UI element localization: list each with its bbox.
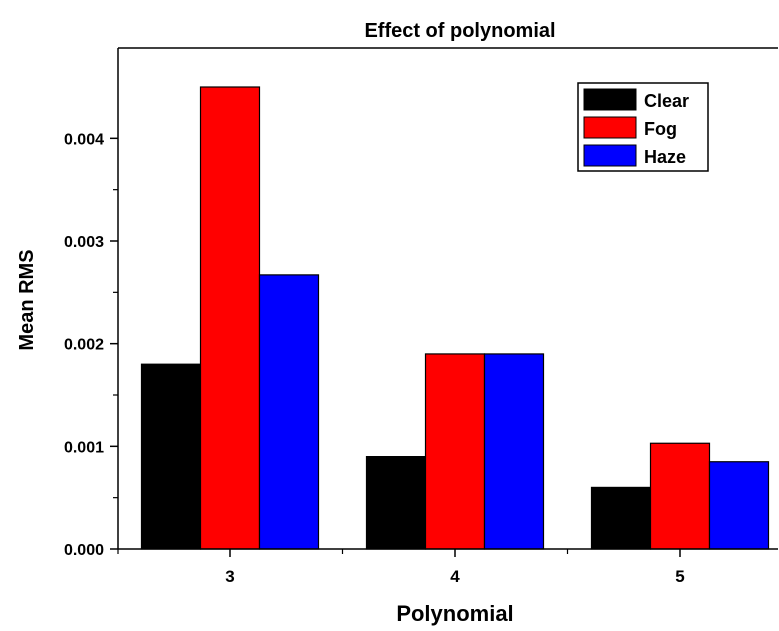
- y-tick-label: 0.003: [64, 234, 104, 251]
- bar-clear-4: [365, 456, 427, 550]
- legend-swatch-clear: [583, 88, 637, 111]
- y-tick-label: 0.002: [64, 337, 104, 354]
- legend-swatch-fog: [583, 116, 637, 139]
- x-axis-label: Polynomial: [396, 601, 513, 626]
- chart-title: Effect of polynomial: [364, 20, 555, 42]
- bar-haze-4: [483, 353, 545, 550]
- plot-area: 0.000 0.001 0.002 0.003 0.004 3 4 5 Clear Fog Haze: [64, 47, 778, 586]
- legend-label-clear: Clear: [644, 91, 689, 111]
- bar-fog-5: [649, 442, 711, 550]
- bar-haze-5: [708, 461, 770, 550]
- x-tick-label: 3: [225, 567, 234, 586]
- y-axis-label: Mean RMS: [16, 249, 38, 350]
- bar-fog-4: [424, 353, 486, 550]
- x-tick-label: 5: [675, 567, 684, 586]
- legend-label-fog: Fog: [644, 119, 677, 139]
- bar-haze-3: [258, 274, 320, 550]
- legend-label-haze: Haze: [644, 147, 686, 167]
- y-tick-label: 0.004: [64, 131, 104, 148]
- bar-clear-5: [590, 486, 652, 550]
- x-tick-label: 4: [450, 567, 460, 586]
- y-tick-label: 0.001: [64, 439, 104, 456]
- bar-fog-3: [199, 86, 261, 550]
- y-tick-label: 0.000: [64, 542, 104, 559]
- legend-swatch-haze: [583, 144, 637, 167]
- bar-clear-3: [140, 363, 202, 550]
- legend: Clear Fog Haze: [577, 82, 709, 172]
